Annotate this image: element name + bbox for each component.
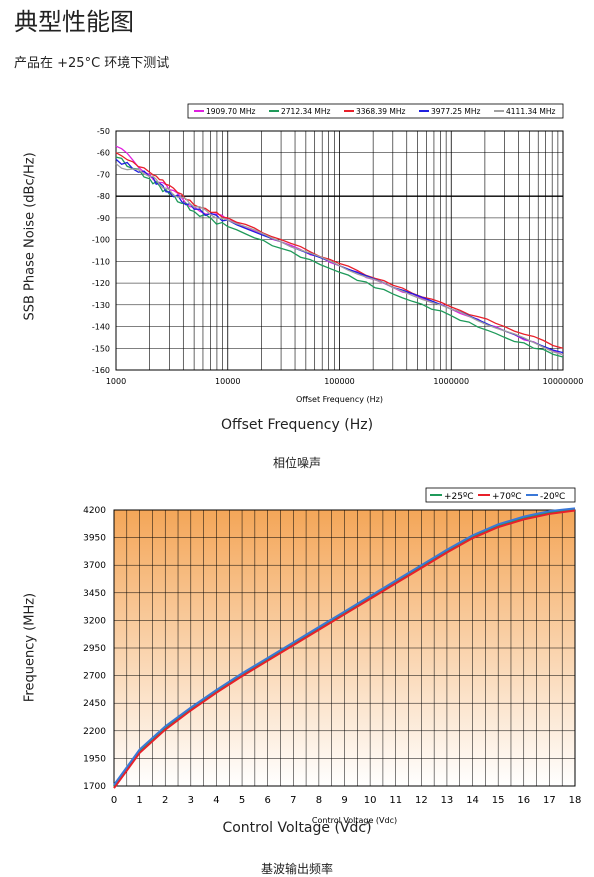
legend-label: 3977.25 MHz [431,107,481,116]
x-tick-label: 7 [290,795,296,806]
legend: 1909.70 MHz 2712.34 MHz 3368.39 MHz 3977.25… [187,103,564,119]
series-line-271234MHz [115,156,564,358]
y-tick-label: 3700 [83,561,106,571]
legend-box [425,487,576,503]
y-tick-label: -100 [92,236,110,245]
plot-frame [115,130,564,371]
legend-label: -20ºC [540,492,565,502]
y-tick-label: -150 [92,344,110,353]
legend-box [187,103,564,119]
x-tick-label: 12 [415,795,428,806]
x-tick-label: 5 [239,795,245,806]
y-tick-label: 2200 [83,727,106,737]
y-tick-label: 1700 [83,782,106,792]
x-tick-label: 11 [389,795,402,806]
y-tick-label: 2950 [83,644,106,654]
x-tick-label: 1 [136,795,142,806]
y-tick-label: -80 [97,192,110,201]
plot-frame [113,509,576,787]
chart1-caption: 相位噪声 [272,456,321,470]
series-line-+70C [113,509,576,789]
chart2-caption: 基波输出频率 [260,862,333,876]
x-tick-label: 15 [492,795,505,806]
series-line-411134MHz [115,163,564,356]
page-subtitle: 产品在 +25°C 环境下测试 [14,56,170,71]
x-axis-label: Offset Frequency (Hz) [296,395,383,404]
y-tick-label: 2700 [83,672,106,682]
page-title: 典型性能图 [14,8,134,36]
legend-label: +25ºC [444,492,474,502]
x-tick-label: 17 [543,795,556,806]
legend-label: +70ºC [492,492,522,502]
x-axis-label: Control Voltage (Vdc) [312,816,397,825]
y-tick-label: 2450 [83,699,106,709]
x-tick-label: 6 [264,795,270,806]
y-tick-label: -70 [97,170,110,179]
y-tick-label: 4200 [83,506,106,516]
x-tick-label: 16 [517,795,530,806]
x-tick-label: 4 [213,795,219,806]
x-tick-label: 13 [441,795,454,806]
legend-label: 1909.70 MHz [206,107,256,116]
chart1-x-axis-title: Offset Frequency (Hz) [220,417,374,433]
x-tick-label: 0 [111,795,117,806]
legend-label: 2712.34 MHz [281,107,331,116]
y-tick-label: -130 [92,301,110,310]
x-tick-label: 14 [466,795,479,806]
x-tick-label: 9 [341,795,347,806]
x-tick-label: 1000000 [433,377,469,386]
y-tick-label: 1950 [83,754,106,764]
x-tick-label: 8 [316,795,322,806]
x-tick-label: 10 [364,795,377,806]
x-tick-label: 100000 [324,377,355,386]
x-tick-label: 18 [569,795,582,806]
x-tick-label: 10000000 [543,377,584,386]
y-tick-label: 3200 [83,616,106,626]
y-tick-label: -60 [97,149,110,158]
y-tick-label: -90 [97,214,110,223]
y-tick-label: -50 [97,127,110,136]
y-tick-label: -120 [92,279,110,288]
series-line-336839MHz [115,152,564,349]
y-tick-label: 3950 [83,534,106,544]
legend: +25ºC +70ºC -20ºC [425,487,576,503]
series-line--20C [113,507,576,786]
x-tick-label: 2 [162,795,168,806]
legend-label: 4111.34 MHz [506,107,556,116]
x-tick-label: 3 [188,795,194,806]
x-tick-label: 1000 [106,377,126,386]
y-tick-label: -160 [92,366,110,375]
y-tick-label: -110 [92,257,110,266]
legend-label: 3368.39 MHz [356,107,406,116]
x-tick-label: 10000 [215,377,240,386]
chart2-x-axis-title: Control Voltage (Vdc) [222,820,372,836]
y-tick-label: -140 [92,323,110,332]
y-tick-label: 3450 [83,589,106,599]
